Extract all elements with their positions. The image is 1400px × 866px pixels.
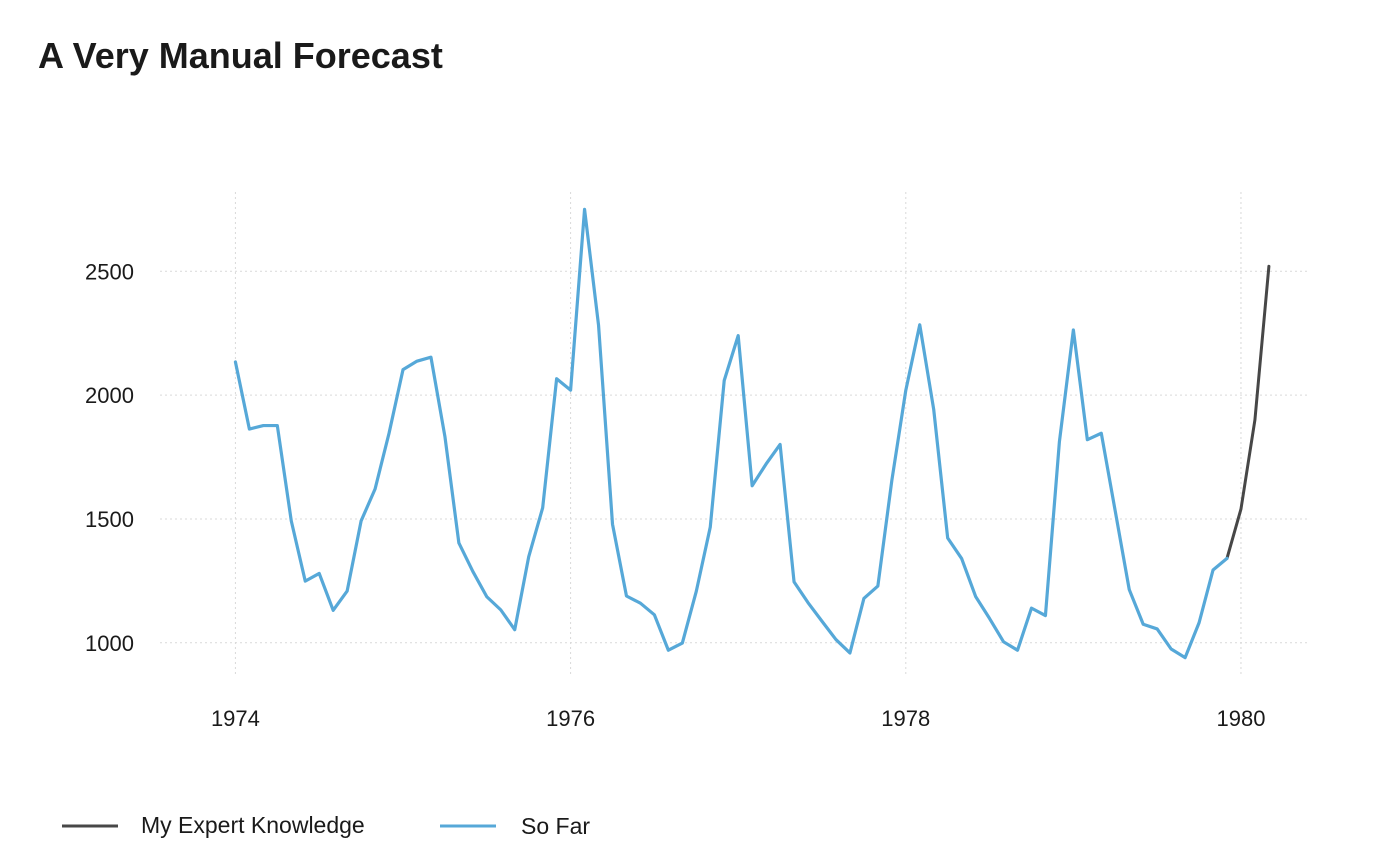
y-tick-label: 1000	[85, 631, 134, 656]
legend-label-my-expert-knowledge: My Expert Knowledge	[141, 812, 365, 838]
legend-label-so-far: So Far	[521, 813, 590, 839]
y-tick-label: 1500	[85, 507, 134, 532]
y-tick-label: 2000	[85, 383, 134, 408]
y-tick-label: 2500	[85, 259, 134, 284]
x-tick-label: 1976	[546, 706, 595, 731]
legend: My Expert Knowledge So Far	[62, 812, 590, 839]
chart-title: A Very Manual Forecast	[38, 35, 443, 76]
x-tick-label: 1980	[1216, 706, 1265, 731]
x-tick-label: 1974	[211, 706, 260, 731]
series-line-my-expert-knowledge	[1225, 264, 1271, 560]
axis-layer: 1974 1976 1978 1980 1000 1500 2000 2500	[85, 259, 1265, 731]
x-tick-label: 1978	[881, 706, 930, 731]
series-line-so-far	[233, 207, 1229, 660]
series-layer	[233, 207, 1271, 660]
